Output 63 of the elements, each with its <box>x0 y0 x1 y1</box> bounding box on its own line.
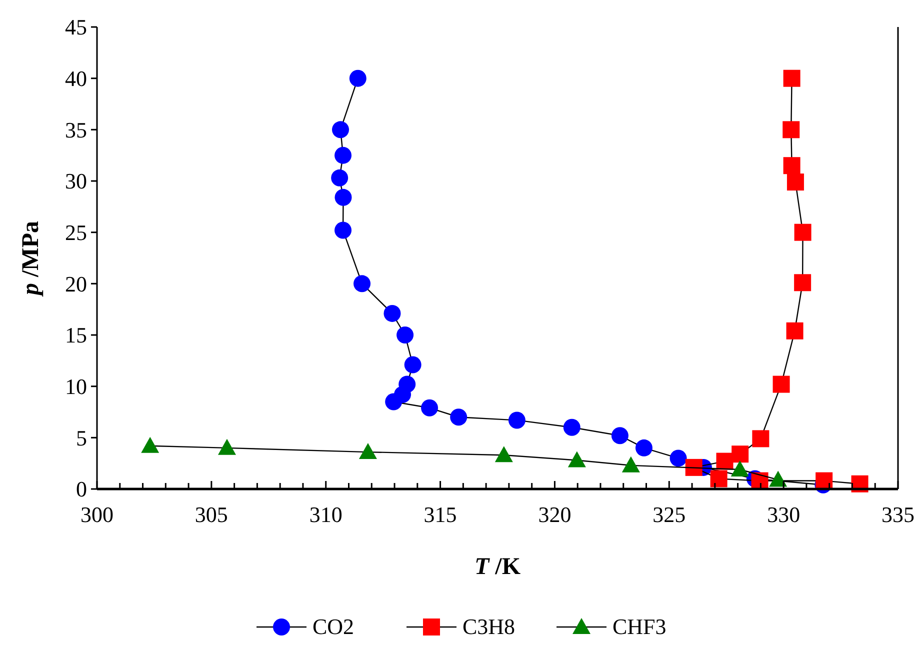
point <box>611 427 628 444</box>
point <box>332 121 350 138</box>
point <box>450 408 468 426</box>
point <box>794 224 812 241</box>
point <box>635 439 652 456</box>
y-tick-label: 25 <box>65 220 87 246</box>
point <box>772 376 790 393</box>
point <box>385 393 402 410</box>
y-tick-label: 45 <box>65 14 87 40</box>
y-axis-title: p /MPa <box>18 221 44 297</box>
legend-label: C3H8 <box>462 614 516 639</box>
point <box>384 304 401 322</box>
point <box>494 446 513 462</box>
point <box>334 146 352 164</box>
point <box>794 274 812 292</box>
y-tick-label: 35 <box>65 117 87 142</box>
x-tick-label: 335 <box>882 502 914 527</box>
y-tick-label: 5 <box>76 425 87 450</box>
point <box>349 70 366 87</box>
point <box>396 326 414 344</box>
point <box>670 450 687 467</box>
y-tick-label: 10 <box>65 374 87 400</box>
point <box>218 438 236 455</box>
point <box>622 456 640 472</box>
point <box>786 174 804 191</box>
point <box>783 70 800 87</box>
point <box>769 470 788 487</box>
point <box>508 412 526 429</box>
point <box>710 470 728 488</box>
x-tick-label: 300 <box>80 502 114 527</box>
y-tick-label: 20 <box>65 271 87 296</box>
x-tick-label: 310 <box>309 502 342 527</box>
point <box>730 460 749 476</box>
x-tick-label: 325 <box>652 502 686 527</box>
y-tick-label: 15 <box>65 322 87 348</box>
point <box>783 157 800 174</box>
point <box>358 443 377 460</box>
point <box>782 121 800 138</box>
x-axis-title: T /K <box>474 554 521 580</box>
point <box>685 458 702 476</box>
point <box>404 356 422 374</box>
point <box>816 472 833 490</box>
point <box>421 399 438 416</box>
point <box>568 451 586 468</box>
x-tick-label: 315 <box>424 502 457 527</box>
point <box>752 430 770 448</box>
point <box>732 446 749 463</box>
point <box>334 222 352 239</box>
y-tick-label: 40 <box>65 66 87 92</box>
point <box>563 418 580 436</box>
point <box>716 452 734 470</box>
legend-label: CHF3 <box>612 614 666 639</box>
y-tick-label: 30 <box>65 168 87 194</box>
point <box>331 169 348 186</box>
legend-label: CO2 <box>312 614 354 639</box>
point <box>141 436 160 453</box>
point <box>354 275 371 292</box>
point <box>334 188 352 206</box>
x-tick-label: 330 <box>767 502 800 527</box>
point <box>786 322 804 340</box>
y-tick-label: 0 <box>76 476 87 502</box>
x-tick-label: 305 <box>194 502 228 527</box>
x-tick-label: 320 <box>538 502 572 527</box>
